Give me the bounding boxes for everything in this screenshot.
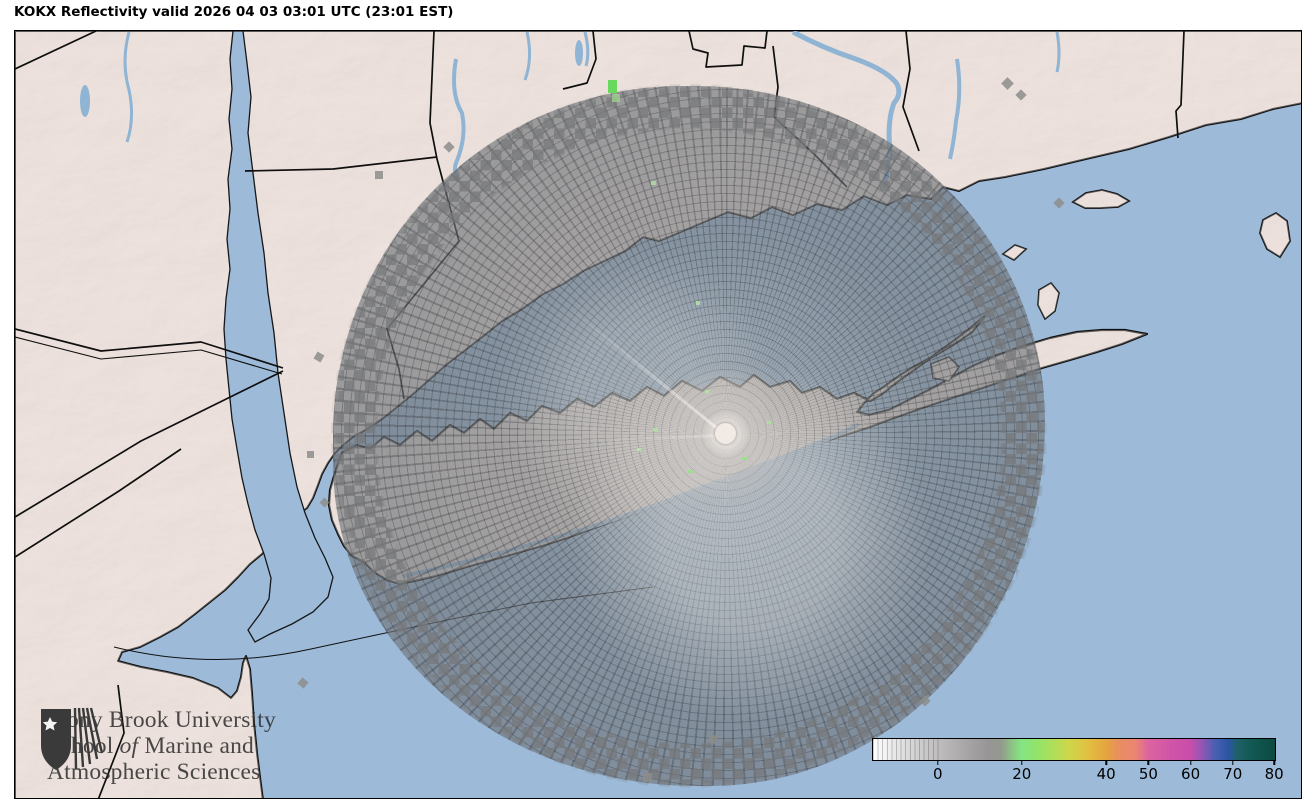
colorbar-tick-label: 20 — [1012, 765, 1032, 783]
colorbar-tick — [1147, 760, 1150, 765]
colorbar-tick-label: 60 — [1181, 765, 1201, 783]
colorbar-tick — [1232, 760, 1234, 765]
reflectivity-colorbar: 0 20 40 50 60 70 80 — [872, 738, 1284, 783]
radar-site-marker — [715, 423, 736, 444]
hudson-river — [223, 31, 334, 643]
colorbar-tick-label: 80 — [1264, 765, 1284, 783]
colorbar-tick-label: 50 — [1138, 765, 1158, 783]
colorbar-low-end-steps — [873, 739, 942, 760]
stony-brook-logo: Stony Brook University School of Marine … — [39, 707, 276, 785]
colorbar-tick — [1021, 760, 1023, 765]
colorbar-tick-label: 40 — [1096, 765, 1116, 783]
radar-field-dithered-edge — [323, 76, 1055, 796]
colorbar-tick-label: 0 — [932, 765, 943, 783]
stony-brook-shield-icon — [41, 707, 103, 770]
map-canvas: Stony Brook University School of Marine … — [14, 30, 1302, 799]
colorbar-tick — [937, 760, 939, 765]
colorbar-tick — [1189, 760, 1192, 765]
colorbar-tick-label: 70 — [1223, 765, 1243, 783]
figure-title: KOKX Reflectivity valid 2026 04 03 03:01… — [14, 4, 454, 20]
colorbar-tick — [1273, 760, 1275, 765]
colorbar-tick — [1105, 760, 1107, 765]
